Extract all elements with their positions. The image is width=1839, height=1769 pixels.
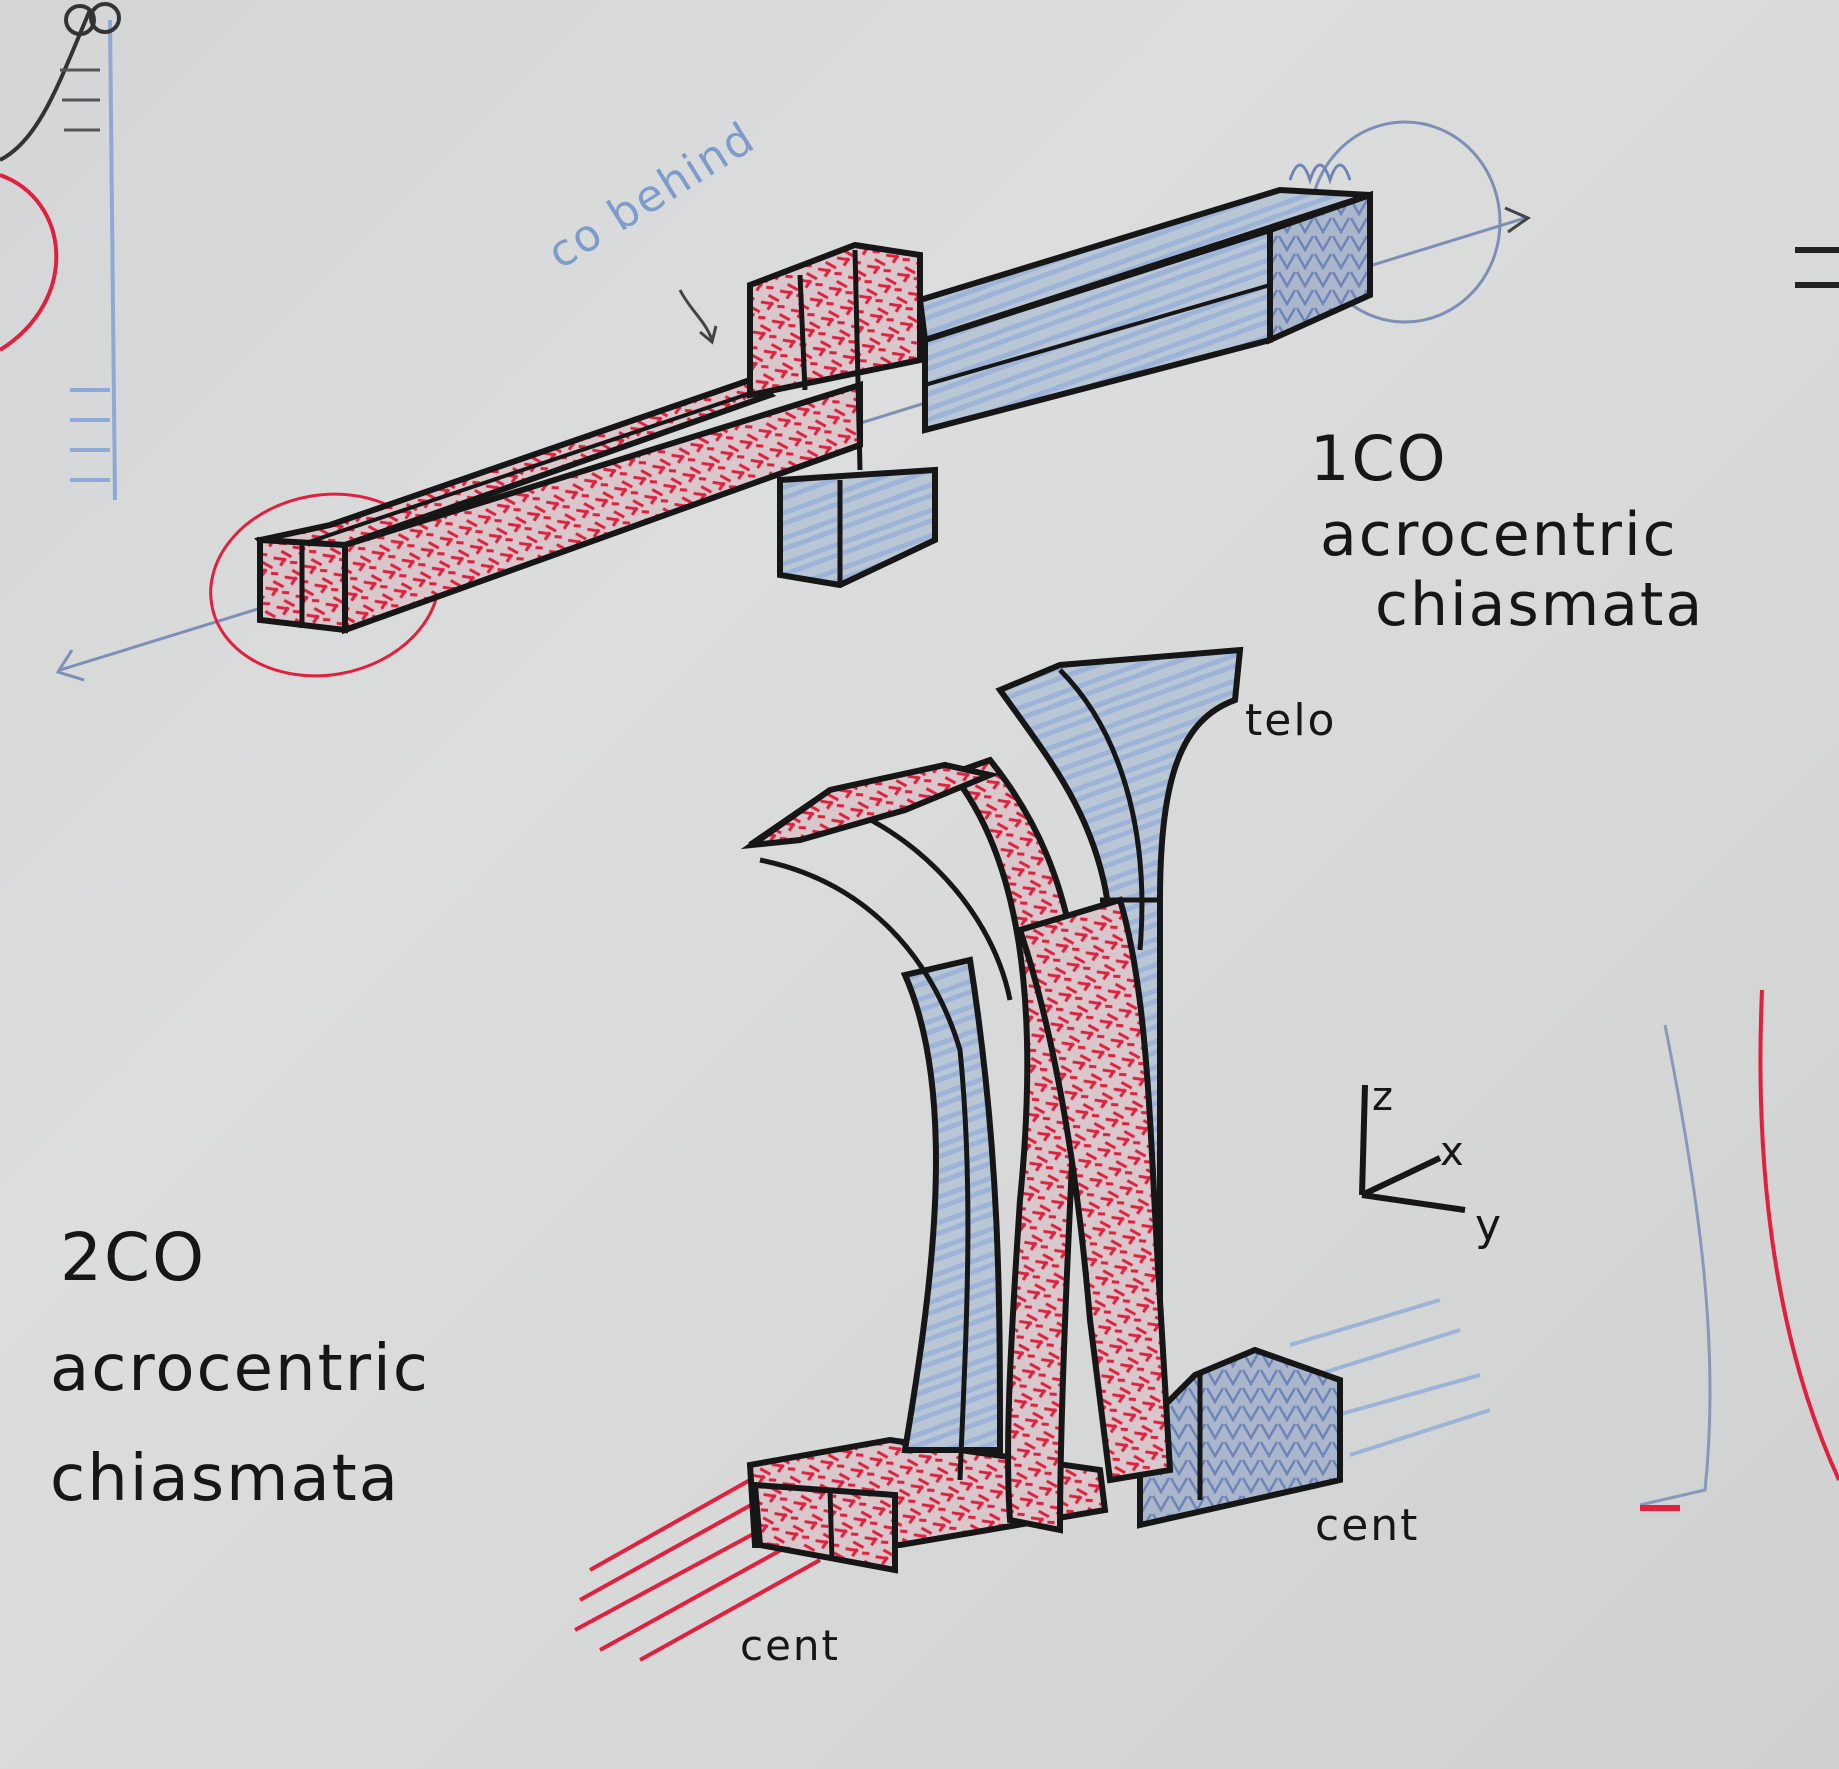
chromosome-1co-drawing xyxy=(55,120,1532,682)
label-1co-line2: acrocentric xyxy=(1320,500,1678,570)
label-2co-line3: chiasmata xyxy=(50,1442,400,1516)
label-1co: 1CO acrocentric chiasmata xyxy=(1310,422,1704,640)
label-1co-line1: 1CO xyxy=(1310,422,1448,495)
right-edge-sketch xyxy=(1639,247,1839,1511)
label-2co-line1: 2CO xyxy=(60,1219,206,1296)
label-cent-bottom: cent xyxy=(740,1621,840,1670)
label-2co-line2: acrocentric xyxy=(50,1332,430,1406)
label-telo: telo xyxy=(1245,695,1336,746)
left-edge-sketch xyxy=(0,2,121,501)
label-1co-line3: chiasmata xyxy=(1375,570,1704,640)
axis-z-label: z xyxy=(1372,1074,1395,1120)
label-2co: 2CO acrocentric chiasmata xyxy=(50,1219,430,1516)
axis-x-label: x xyxy=(1440,1129,1466,1175)
chromosome-2co-drawing xyxy=(574,646,1491,1662)
annotation-co-behind: co behind xyxy=(539,112,764,345)
label-cent-right: cent xyxy=(1315,1500,1419,1551)
axis-y-label: y xyxy=(1475,1200,1503,1251)
co-behind-label: co behind xyxy=(539,112,764,279)
axis-triad: z x y xyxy=(1359,1074,1503,1251)
